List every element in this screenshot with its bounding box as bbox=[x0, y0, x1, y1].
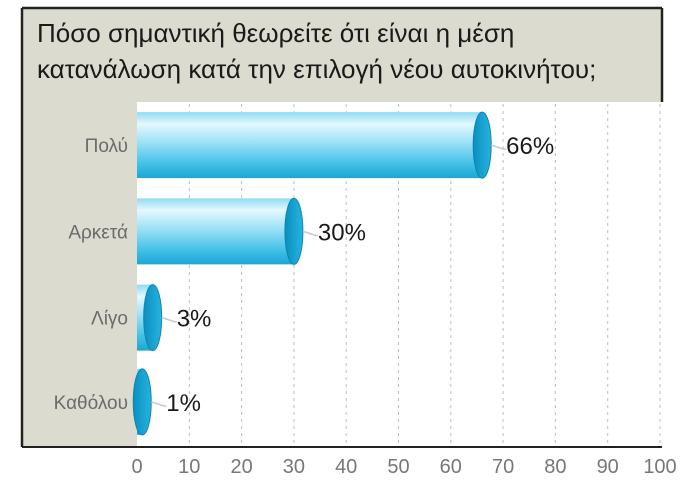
x-tick-label: 90 bbox=[597, 456, 619, 478]
value-label: 3% bbox=[177, 306, 212, 333]
bars bbox=[132, 111, 492, 436]
bar-end-cap bbox=[472, 111, 492, 179]
bar-body bbox=[137, 112, 483, 179]
title-panel bbox=[22, 8, 662, 102]
x-tick-label: 0 bbox=[131, 456, 142, 478]
value-label: 66% bbox=[506, 133, 554, 160]
category-panel bbox=[22, 102, 137, 447]
leader-line bbox=[161, 316, 178, 323]
value-labels: 66% 30% 3% 1% bbox=[151, 133, 554, 417]
x-tick-label: 10 bbox=[178, 456, 200, 478]
chart-title-line-1: Πόσο σημαντική θεωρείτε ότι είναι η μέση bbox=[37, 18, 514, 48]
category-label: Πολύ bbox=[85, 136, 128, 157]
bar-end-cap bbox=[132, 368, 152, 436]
bar-body bbox=[137, 198, 294, 265]
value-label: 1% bbox=[166, 390, 201, 417]
leader-line bbox=[151, 401, 167, 407]
x-tick-label: 50 bbox=[387, 456, 409, 478]
category-label: Καθόλου bbox=[54, 393, 128, 414]
x-tick-label: 60 bbox=[440, 456, 462, 478]
x-tick-label: 70 bbox=[492, 456, 514, 478]
category-label: Λίγο bbox=[91, 309, 128, 330]
bar bbox=[137, 111, 492, 179]
chart-title-line-2: κατανάλωση κατά την επιλογή νέου αυτοκιν… bbox=[37, 54, 596, 84]
x-tick-label: 40 bbox=[335, 456, 357, 478]
leader-line bbox=[302, 230, 319, 237]
x-tick-label: 20 bbox=[230, 456, 252, 478]
x-tick-label: 80 bbox=[544, 456, 566, 478]
category-label: Αρκετά bbox=[68, 222, 128, 243]
x-tick-label: 30 bbox=[283, 456, 305, 478]
bar-end-cap bbox=[143, 284, 163, 352]
bar bbox=[137, 197, 304, 265]
bar bbox=[132, 368, 152, 436]
bar bbox=[137, 284, 163, 352]
leader-line bbox=[490, 144, 507, 151]
category-labels: Πολύ Αρκετά Λίγο Καθόλου bbox=[54, 136, 128, 414]
bar-end-cap bbox=[284, 197, 304, 265]
value-label: 30% bbox=[318, 219, 366, 246]
x-tick-label: 100 bbox=[643, 456, 676, 478]
x-axis-ticks: 0 10 20 30 40 50 60 70 80 90 100 bbox=[131, 456, 676, 478]
